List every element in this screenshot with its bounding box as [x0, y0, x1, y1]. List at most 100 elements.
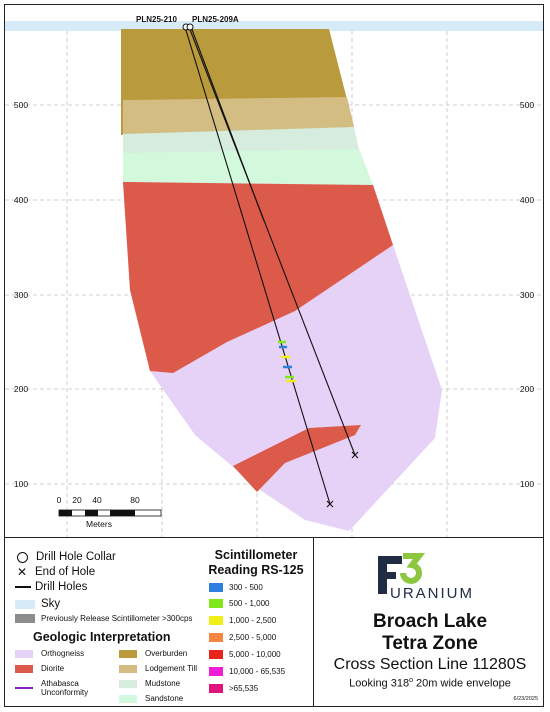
collar-icon	[186, 23, 194, 31]
scint-swatch	[209, 650, 223, 659]
scale-unit-label: Meters	[86, 519, 112, 529]
sky-band	[5, 21, 543, 31]
elevation-label-right: 400	[519, 195, 535, 205]
end-of-hole-icon	[326, 500, 334, 508]
legend-lodgement-label: Lodgement Till	[145, 664, 198, 673]
elevation-label-right: 200	[519, 384, 535, 394]
hole-label-pln25-210: PLN25-210	[136, 15, 177, 24]
mudstone-swatch	[119, 679, 137, 688]
scintillometer-title-2: Reading RS-125	[208, 563, 304, 577]
scint-row: 500 - 1,000	[209, 599, 269, 608]
legend-athabasca-label: Athabasca Unconformity	[41, 679, 89, 697]
athabasca-line-icon	[15, 687, 33, 689]
scint-swatch	[209, 684, 223, 693]
scint-label: 2,500 - 5,000	[229, 633, 277, 642]
scint-row: 2,500 - 5,000	[209, 633, 276, 642]
legend-sandstone-row: Sandstone	[119, 694, 183, 703]
legend-mudstone-label: Mudstone	[145, 679, 181, 688]
legend-overburden-label: Overburden	[145, 649, 188, 658]
legend-collar-label: Drill Hole Collar	[36, 551, 116, 563]
scintillometer-title-1: Scintillometer	[214, 548, 298, 562]
lodgement-till-unit	[123, 97, 354, 135]
circle-icon	[17, 551, 28, 563]
title-block: URANIUM Broach Lake Tetra Zone Cross Sec…	[313, 538, 543, 706]
scint-row: 5,000 - 10,000	[209, 650, 281, 659]
scint-row: 1,000 - 2,500	[209, 616, 276, 625]
logo-text: URANIUM	[390, 585, 474, 602]
legend-end-label: End of Hole	[35, 566, 96, 578]
scale-tick-label: 20	[72, 495, 82, 505]
legend-left: Drill Hole Collar ✕ End of Hole Drill Ho…	[5, 538, 199, 706]
legend-drill-label: Drill Holes	[35, 581, 88, 593]
legend-collar-row: Drill Hole Collar	[17, 551, 116, 563]
elevation-label-left: 500	[13, 100, 29, 110]
scint-label: 10,000 - 65,535	[229, 667, 286, 676]
map-title-line-4: Looking 318o 20m wide envelope	[314, 677, 543, 690]
legend-mudstone-row: Mudstone	[119, 679, 180, 688]
company-logo: URANIUM	[376, 552, 486, 608]
sandstone-unit	[123, 149, 373, 185]
diorite-upper-unit	[123, 182, 393, 373]
mudstone-unit	[123, 127, 359, 155]
scint-label: 300 - 500	[229, 583, 263, 592]
scale-tick-label: 40	[92, 495, 102, 505]
envelope-text: 20m wide envelope	[413, 677, 511, 690]
scint-swatch	[209, 616, 223, 625]
legend-overburden-row: Overburden	[119, 649, 187, 658]
legend-sandstone-label: Sandstone	[145, 694, 184, 703]
legend-athabasca-row: Athabasca Unconformity	[15, 679, 103, 697]
legend-sky-label: Sky	[41, 598, 61, 610]
cross-section-panel: PLN25-210 PLN25-209A 500 400 300 200 100…	[5, 5, 543, 537]
map-frame: PLN25-210 PLN25-209A 500 400 300 200 100…	[4, 4, 544, 707]
map-title-line-2: Tetra Zone	[382, 633, 478, 654]
legend-and-title-panel: Drill Hole Collar ✕ End of Hole Drill Ho…	[5, 537, 543, 706]
scint-row: 300 - 500	[209, 583, 263, 592]
elevation-label-right: 500	[519, 100, 535, 110]
legend-lodgement-row: Lodgement Till	[119, 664, 197, 673]
scint-swatch	[209, 633, 223, 642]
scint-row: 10,000 - 65,535	[209, 667, 285, 676]
scint-swatch	[209, 599, 223, 608]
x-icon: ✕	[17, 565, 28, 579]
map-date: 6/23/2025	[513, 696, 538, 702]
map-title-line-3: Cross Section Line 11280S	[333, 656, 527, 673]
f3-logo-icon	[378, 553, 426, 594]
scint-row: >65,535	[209, 684, 258, 693]
scint-label: 500 - 1,000	[229, 599, 270, 608]
diorite-lower-unit	[233, 425, 361, 492]
geology-title: Geologic Interpretation	[33, 630, 171, 644]
legend-sky-row: Sky	[15, 598, 60, 610]
scintillometer-legend: Scintillometer Reading RS-125 300 - 500 …	[199, 538, 313, 706]
scint-swatch	[209, 583, 223, 592]
overburden-swatch	[119, 649, 137, 658]
map-title-line-1: Broach Lake	[372, 611, 488, 632]
scint-label: 5,000 - 10,000	[229, 650, 281, 659]
orthogneiss-swatch	[15, 649, 33, 658]
elevation-label-left: 300	[13, 290, 29, 300]
hole-label-pln25-209a: PLN25-209A	[192, 15, 239, 24]
sandstone-swatch	[119, 694, 137, 703]
legend-end-row: ✕ End of Hole	[17, 566, 95, 578]
look-direction: Looking 318	[349, 677, 410, 690]
line-icon	[15, 586, 31, 588]
elevation-label-left: 400	[13, 195, 29, 205]
lodgement-till-swatch	[119, 664, 137, 673]
scale-bar	[58, 509, 162, 517]
scale-tick-label: 80	[130, 495, 140, 505]
drill-hole-trace	[190, 26, 265, 222]
drill-hole-trace	[188, 26, 356, 456]
elevation-label-left: 100	[13, 479, 29, 489]
degree-symbol: o	[409, 677, 413, 684]
elevation-label-left: 200	[13, 384, 29, 394]
scintillometer-intervals	[278, 340, 296, 383]
end-of-hole-icon	[351, 451, 359, 459]
elevation-label-right: 100	[519, 479, 535, 489]
legend-previous-label: Previously Release Scintillometer >300cp…	[41, 614, 193, 623]
elevation-label-right: 300	[519, 290, 535, 300]
scint-swatch	[209, 667, 223, 676]
legend-previous-row: Previously Release Scintillometer >300cp…	[15, 614, 192, 623]
drill-hole-trace	[184, 26, 331, 505]
legend-diorite-label: Diorite	[41, 664, 65, 673]
previous-release-swatch	[15, 614, 35, 623]
scint-label: >65,535	[229, 684, 259, 693]
